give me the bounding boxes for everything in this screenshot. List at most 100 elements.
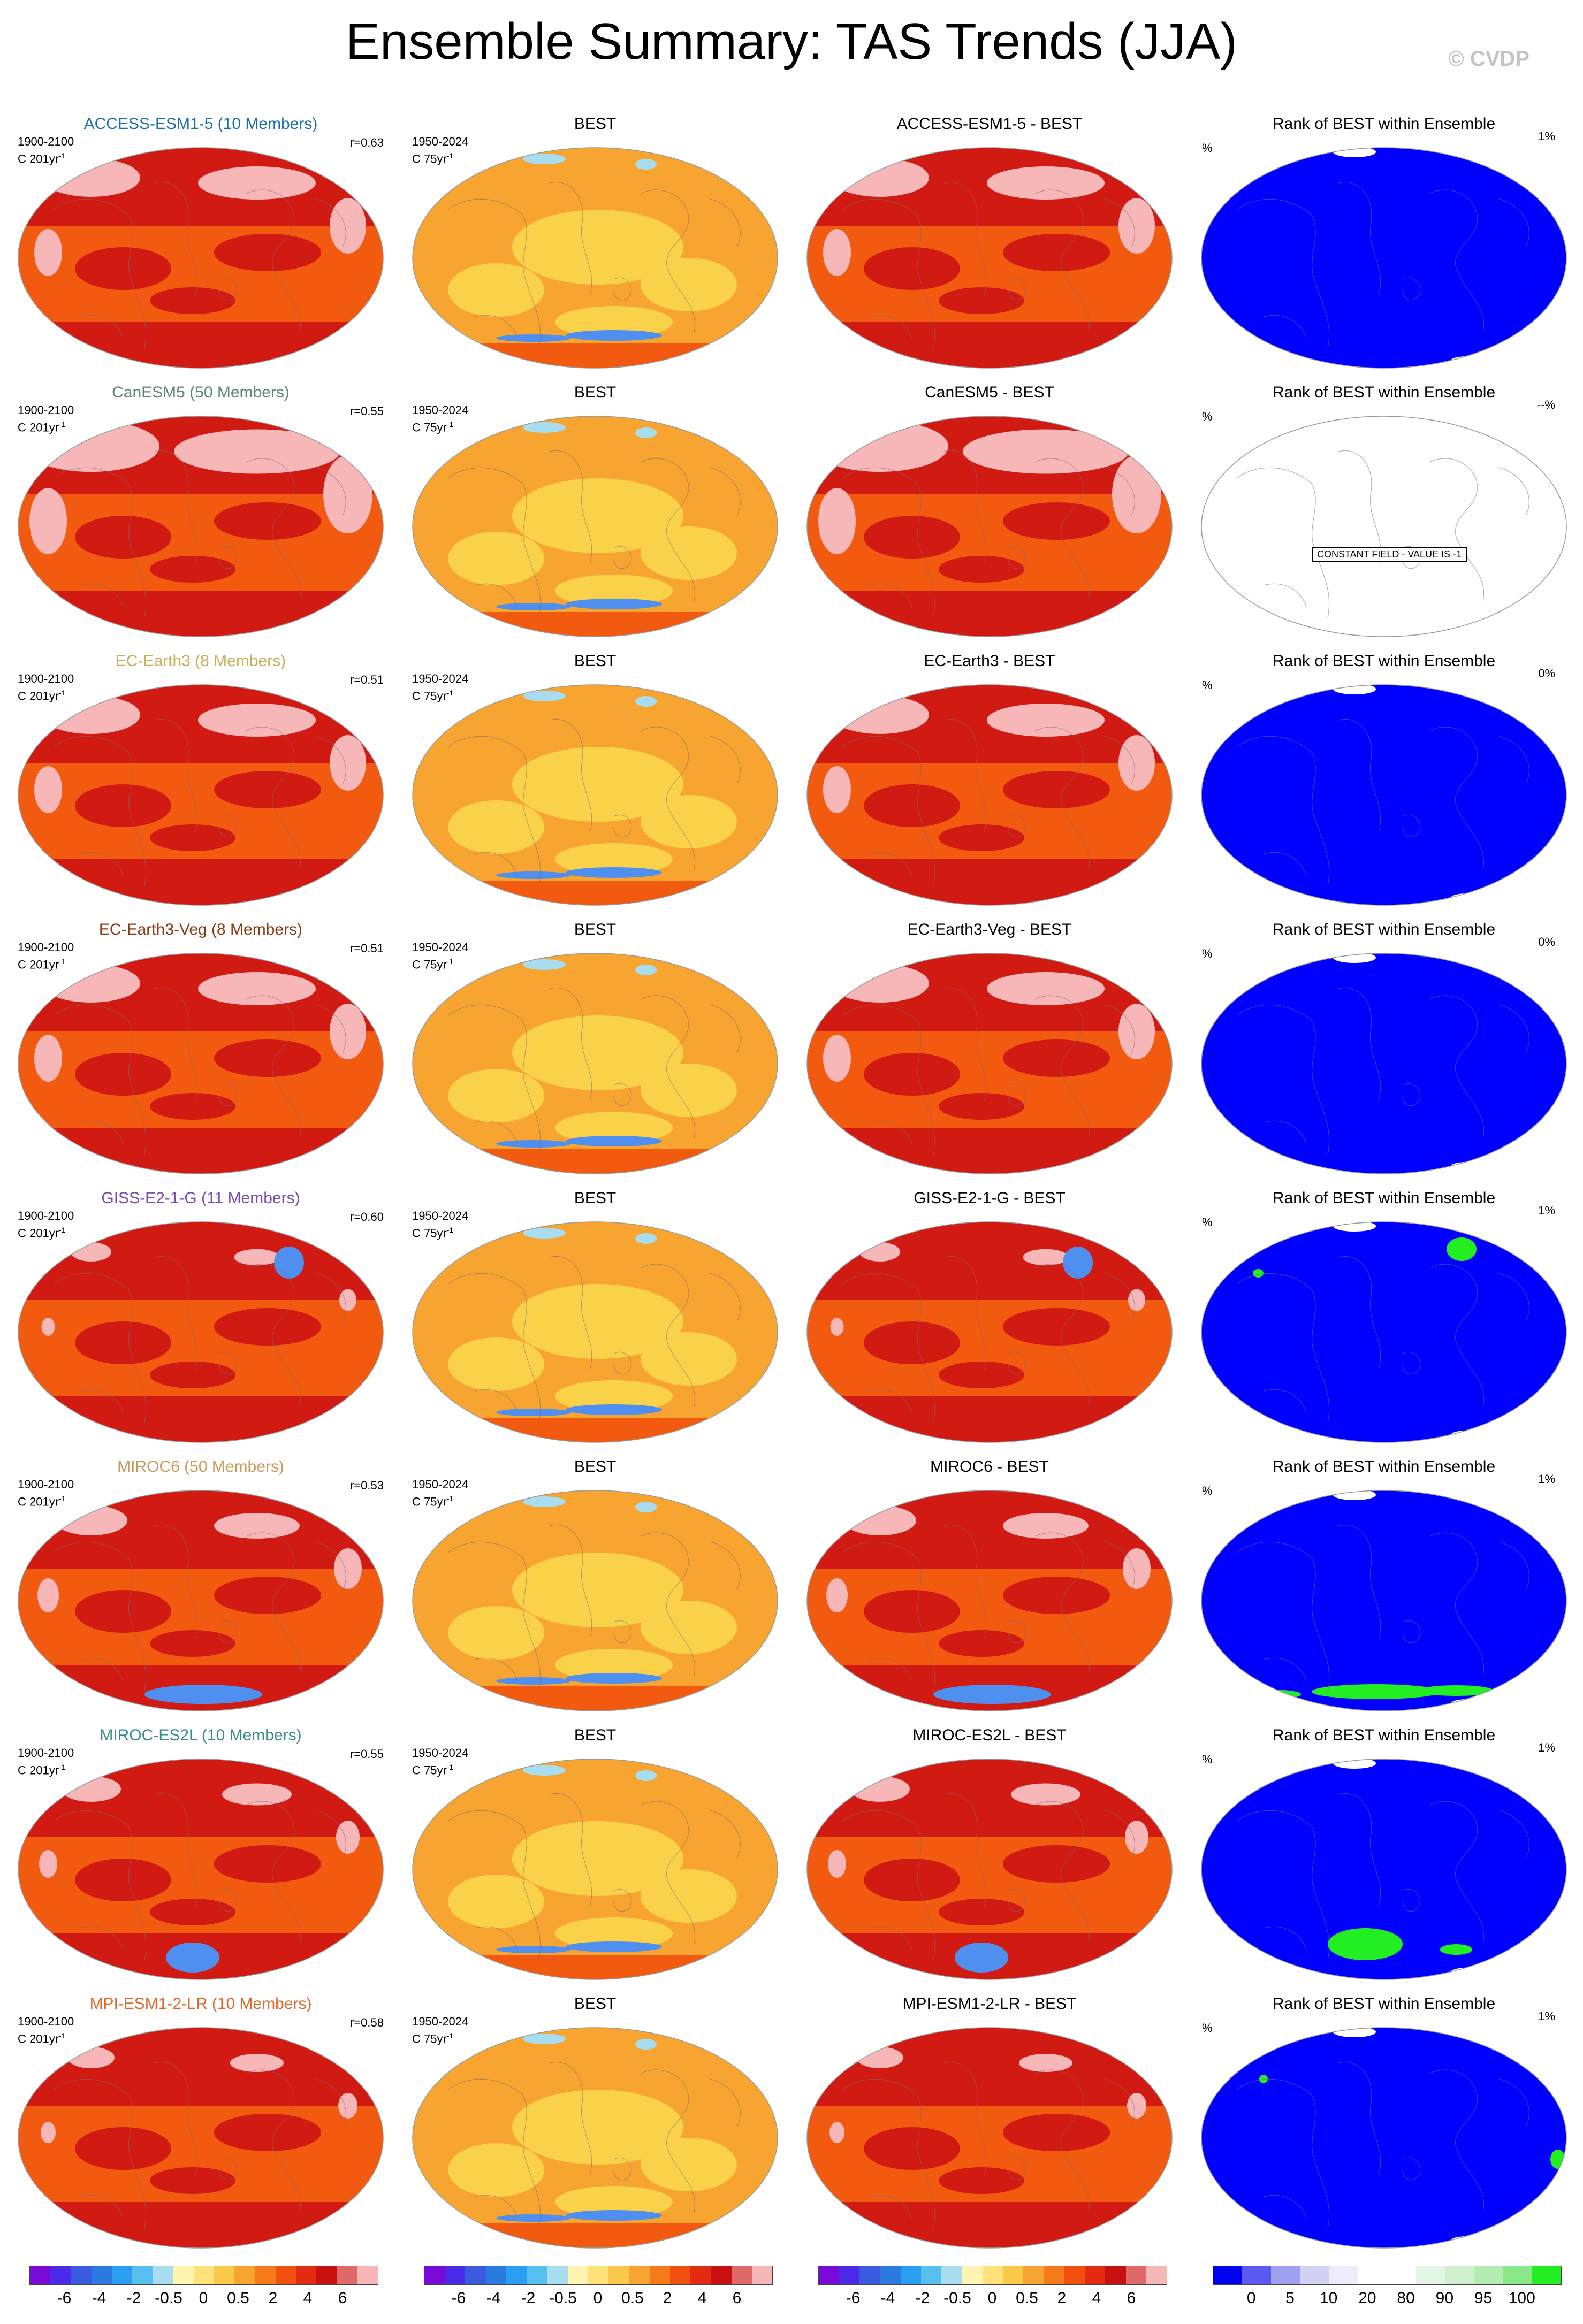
model-trend-map <box>16 1220 385 1444</box>
obs-title: BEST <box>574 115 617 133</box>
period-text: 1950-2024 <box>412 403 469 417</box>
units-text: C 201yr-1 <box>18 1223 74 1240</box>
colorbar-tick-label: 0 <box>199 2289 208 2307</box>
rank-unit-label: % <box>1202 1484 1213 1497</box>
model-period-label: 1900-2100 C 201yr-1 <box>18 403 74 434</box>
model-trend-map <box>16 414 385 639</box>
units-prefix: C 201yr <box>18 152 59 166</box>
obs-title: BEST <box>574 652 617 670</box>
rank-title: Rank of BEST within Ensemble <box>1272 384 1496 401</box>
units-text: C 201yr-1 <box>18 417 74 434</box>
obs-map-svg <box>412 684 778 906</box>
rank-map-svg <box>1201 147 1567 369</box>
obs-map-svg <box>412 2027 778 2249</box>
obs-period-label: 1950-2024 C 75yr-1 <box>412 941 468 972</box>
model-map-svg <box>18 1759 384 1980</box>
colorbar-tick-label: 2 <box>663 2289 672 2307</box>
rank-map <box>1199 1220 1569 1444</box>
difference-panel: ACCESS-ESM1-5 - BEST <box>797 113 1182 381</box>
model-title: CanESM5 (50 Members) <box>112 384 290 401</box>
colorbar-tick-label: -2 <box>521 2289 536 2307</box>
obs-trend-map <box>410 1220 780 1444</box>
units-text: C 75yr-1 <box>412 2029 468 2046</box>
colorbar: -6 -4 -2 -0.5 0 0.5 2 4 6 <box>8 2266 393 2319</box>
rank-map-svg <box>1201 1759 1567 1980</box>
colorbar-swatch <box>424 2266 445 2284</box>
colorbar-swatch <box>485 2266 506 2284</box>
difference-map <box>805 414 1174 639</box>
obs-trend-map <box>410 1488 780 1713</box>
colorbar-swatch <box>1213 2266 1243 2284</box>
colorbar-swatch <box>629 2266 650 2284</box>
model-title: MIROC6 (50 Members) <box>117 1458 284 1476</box>
colorbar-tick-label: -0.5 <box>549 2289 577 2307</box>
colorbar-labels: -6 -4 -2 -0.5 0 0.5 2 4 6 <box>818 2289 1166 2311</box>
colorbar-tick-label: -6 <box>846 2289 861 2307</box>
colorbar-swatch <box>567 2266 588 2284</box>
colorbar-strip <box>29 2266 378 2285</box>
obs-trend-map <box>410 146 780 370</box>
colorbar-swatch <box>153 2266 173 2284</box>
rank-map <box>1199 1488 1569 1713</box>
units-text: C 75yr-1 <box>412 686 468 703</box>
obs-panel: BEST 1950-2024 C 75yr-1 <box>402 1993 788 2261</box>
model-trend-map <box>16 146 385 370</box>
colorbar-swatch <box>506 2266 527 2284</box>
units-prefix: C 201yr <box>18 689 59 703</box>
colorbar-swatch <box>1003 2266 1024 2284</box>
period-text: 1950-2024 <box>412 672 469 685</box>
obs-panel: BEST 1950-2024 C 75yr-1 <box>402 919 788 1187</box>
difference-map <box>805 146 1174 370</box>
colorbar-swatch <box>296 2266 317 2284</box>
colorbar-swatch <box>91 2266 112 2284</box>
model-title: EC-Earth3-Veg (8 Members) <box>98 921 303 938</box>
pattern-correlation: r=0.51 <box>350 942 384 955</box>
colorbar-swatch <box>962 2266 983 2284</box>
period-text: 1900-2100 <box>18 941 74 954</box>
colorbar-swatch <box>1064 2266 1085 2284</box>
rank-title: Rank of BEST within Ensemble <box>1272 1189 1496 1207</box>
units-text: C 201yr-1 <box>18 2029 74 2046</box>
difference-map-svg <box>806 1490 1173 1711</box>
model-period-label: 1900-2100 C 201yr-1 <box>18 1209 74 1240</box>
difference-map <box>805 1220 1174 1444</box>
units-text: C 75yr-1 <box>412 1760 468 1777</box>
colorbar-tick-label: -4 <box>880 2289 895 2307</box>
model-panel: MPI-ESM1-2-LR (10 Members) 1900-2100 C 201… <box>8 1993 393 2261</box>
rank-panel: Rank of BEST within Ensemble% 1% <box>1191 1725 1577 1992</box>
colorbar-tick-label: 0.5 <box>621 2289 644 2307</box>
rank-title: Rank of BEST within Ensemble <box>1272 1726 1496 1744</box>
colorbar-swatch <box>921 2266 942 2284</box>
colorbar-tick-label: 20 <box>1358 2289 1376 2307</box>
obs-period-label: 1950-2024 C 75yr-1 <box>412 135 468 166</box>
panel-row: CanESM5 (50 Members) 1900-2100 C 201yr-1 r=… <box>0 382 1583 649</box>
rank-map-svg <box>1201 1221 1567 1443</box>
units-prefix: C 201yr <box>18 958 59 972</box>
colorbar-swatch <box>1474 2266 1503 2284</box>
colorbar-swatch <box>669 2266 691 2284</box>
colorbar-tick-label: 0.5 <box>1016 2289 1038 2307</box>
period-text: 1900-2100 <box>18 403 74 417</box>
pattern-correlation: r=0.58 <box>350 2016 384 2029</box>
obs-period-label: 1950-2024 C 75yr-1 <box>412 403 468 434</box>
model-period-label: 1900-2100 C 201yr-1 <box>18 672 74 703</box>
units-text: C 75yr-1 <box>412 1492 468 1509</box>
rank-percent: 1% <box>1538 2009 1555 2023</box>
units-prefix: C 75yr <box>412 958 447 972</box>
colorbar-labels: -6 -4 -2 -0.5 0 0.5 2 4 6 <box>29 2289 377 2311</box>
rank-unit-label: % <box>1202 678 1213 692</box>
colorbar-swatch <box>900 2266 922 2284</box>
model-panel: MIROC6 (50 Members) 1900-2100 C 201yr-1 r=0… <box>8 1456 393 1724</box>
difference-panel: MIROC-ES2L - BEST <box>797 1725 1182 1992</box>
difference-panel: CanESM5 - BEST <box>797 382 1182 649</box>
model-trend-map <box>16 1757 385 1982</box>
colorbar-tick-label: 4 <box>303 2289 313 2307</box>
model-panel: EC-Earth3-Veg (8 Members) 1900-2100 C 201y… <box>8 919 393 1187</box>
obs-map-svg <box>412 953 778 1174</box>
pattern-correlation: r=0.55 <box>350 404 384 418</box>
colorbar-swatch <box>255 2266 276 2284</box>
rank-map <box>1199 1757 1569 1982</box>
rank-unit-label: % <box>1202 410 1213 423</box>
rank-map <box>1199 951 1569 1176</box>
model-panel: ACCESS-ESM1-5 (10 Members) 1900-2100 C 201… <box>8 113 393 381</box>
